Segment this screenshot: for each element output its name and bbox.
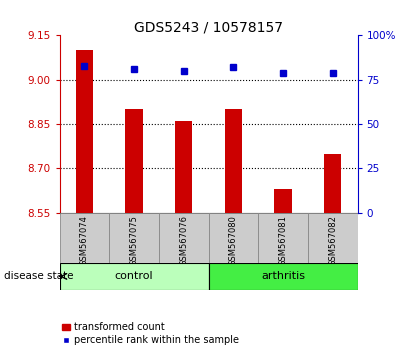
Text: GSM567076: GSM567076 (179, 215, 188, 266)
Title: GDS5243 / 10578157: GDS5243 / 10578157 (134, 20, 283, 34)
Text: disease state: disease state (4, 272, 74, 281)
Text: arthritis: arthritis (261, 272, 305, 281)
Bar (275, 189, 292, 213)
Bar (60, 213, 109, 263)
Bar (208, 263, 358, 290)
Bar (109, 213, 159, 263)
Bar (76, 50, 93, 213)
Legend: transformed count, percentile rank within the sample: transformed count, percentile rank withi… (58, 319, 243, 349)
Text: control: control (115, 272, 153, 281)
Text: GSM567081: GSM567081 (279, 215, 288, 266)
Text: GSM567082: GSM567082 (328, 215, 337, 266)
Bar (60, 263, 209, 290)
Text: GSM567075: GSM567075 (129, 215, 139, 266)
Bar (125, 109, 143, 213)
Bar (175, 121, 192, 213)
Bar (208, 213, 258, 263)
Bar (159, 213, 208, 263)
Bar (225, 109, 242, 213)
Text: GSM567080: GSM567080 (229, 215, 238, 266)
Bar (308, 213, 358, 263)
Bar (258, 213, 308, 263)
Bar (324, 154, 342, 213)
Text: GSM567074: GSM567074 (80, 215, 89, 266)
